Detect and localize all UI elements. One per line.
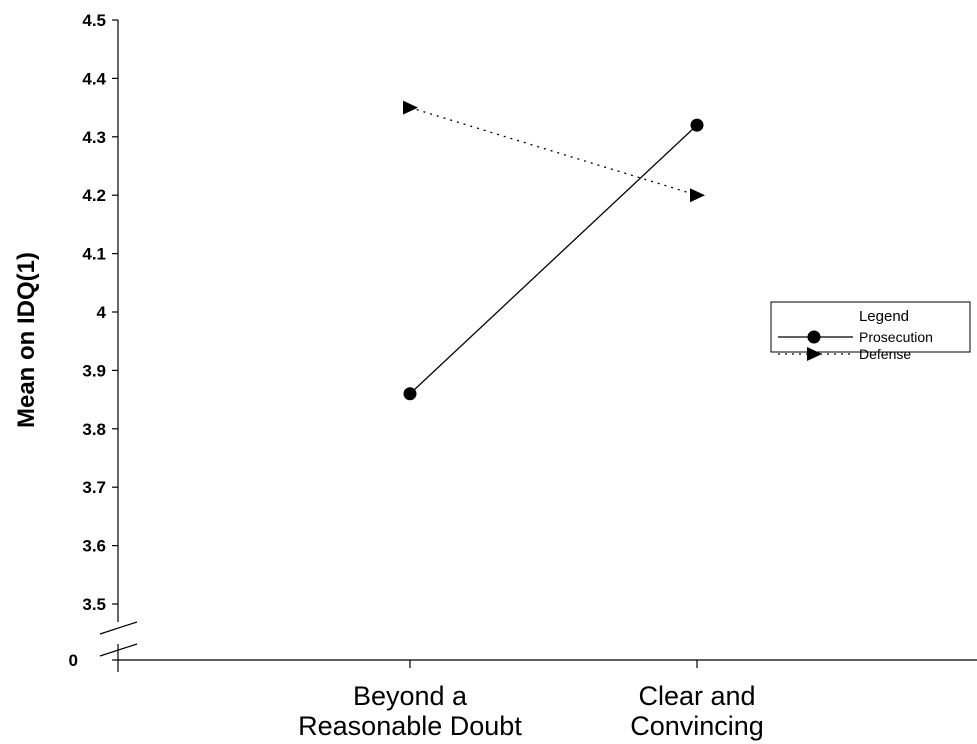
legend-box: [770, 301, 971, 353]
y-tick-label: 3.5: [82, 595, 106, 614]
data-point-prosecution: [403, 387, 417, 401]
legend-marker-defense: [807, 347, 822, 361]
y-tick-label: 3.8: [82, 420, 106, 439]
series-layer: [403, 100, 705, 401]
axis-break-mark: [99, 643, 138, 657]
y-tick-label: 4.5: [82, 11, 106, 30]
y-tick-label-zero: 0: [69, 651, 78, 670]
data-point-defense: [403, 100, 418, 115]
y-tick-label: 3.9: [82, 361, 106, 380]
data-point-prosecution: [690, 118, 704, 132]
x-tick-label: Beyond a Reasonable Doubt: [298, 681, 522, 741]
x-tick-label: Clear and Convincing: [630, 681, 764, 741]
legend-label-prosecution: Prosecution: [859, 329, 933, 345]
y-tick-label: 4: [97, 303, 107, 322]
data-point-defense: [690, 188, 705, 203]
y-axis: 4.5 4.4 4.3 4.2 4.1 4 3.9 3.8 3.7 3.6 3.5 0: [69, 11, 138, 672]
legend-title: Legend: [859, 308, 909, 325]
y-tick-label: 4.1: [82, 245, 106, 264]
series-line-defense: [409, 106, 698, 196]
legend-label-defense: Defense: [859, 346, 911, 362]
y-tick-label: 4.2: [82, 186, 106, 205]
legend-marker-prosecution: [807, 330, 821, 344]
y-tick-label: 3.6: [82, 537, 106, 556]
y-tick-label: 4.3: [82, 128, 106, 147]
y-axis-title: Mean on IDQ(1): [13, 252, 40, 428]
x-axis: Beyond a Reasonable Doubt Clear and Convinc…: [118, 659, 977, 741]
y-tick-label: 4.4: [82, 69, 106, 88]
series-line-prosecution: [409, 124, 698, 395]
y-tick-label: 3.7: [82, 478, 106, 497]
axis-break-mark: [99, 621, 138, 635]
